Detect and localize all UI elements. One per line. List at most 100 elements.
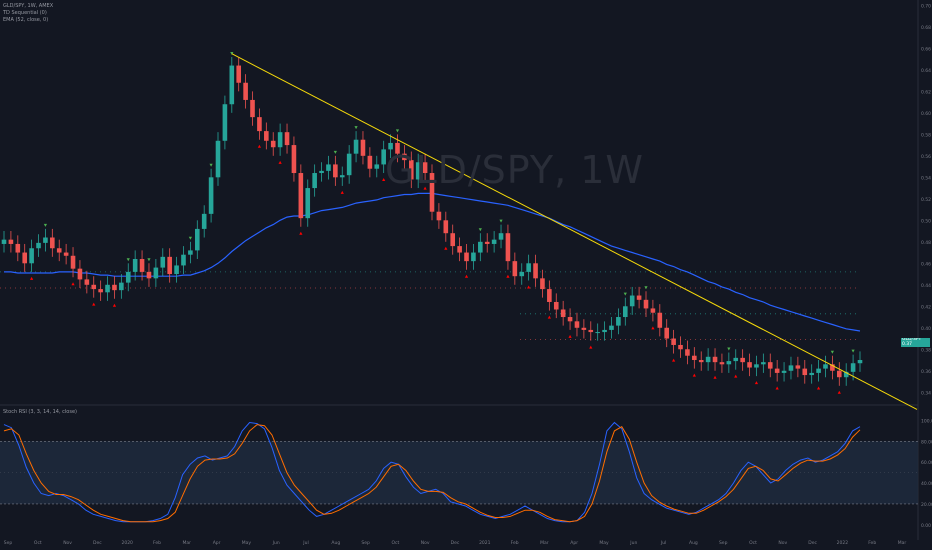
- candle-body: [243, 82, 248, 100]
- candle-body: [478, 241, 483, 253]
- candle-body: [705, 356, 711, 363]
- candle-body: [629, 295, 635, 307]
- time-tick-label: 2022: [837, 540, 849, 546]
- ema-legend[interactable]: EMA (52, close, 0): [3, 17, 49, 23]
- candle-body: [761, 362, 766, 365]
- td-sequential-up-marker: [333, 150, 337, 154]
- candle-body: [505, 233, 511, 262]
- time-tick-label: Nov: [778, 540, 787, 546]
- time-tick-label: Apr: [570, 540, 578, 546]
- candle-body: [181, 254, 186, 266]
- time-tick-label: Mar: [898, 540, 907, 546]
- time-tick-label: Oct: [749, 540, 757, 546]
- candle-body: [319, 170, 324, 174]
- candle-body: [526, 263, 531, 272]
- candle-body: [15, 243, 21, 253]
- time-tick-label: Jul: [302, 540, 308, 546]
- time-tick-label: Mar: [183, 540, 192, 546]
- td-sequential-up-marker: [354, 126, 358, 130]
- td-sequential-down-marker: [816, 386, 821, 390]
- time-tick-label: Dec: [93, 540, 102, 546]
- candle-body: [802, 368, 808, 376]
- candle-body: [664, 327, 670, 339]
- candle-body: [305, 188, 311, 219]
- candle-body: [339, 175, 345, 178]
- td-sequential-down-marker: [444, 246, 448, 250]
- candle-body: [540, 278, 545, 290]
- price-tick-label: 0.46: [921, 261, 931, 267]
- candle-body: [692, 355, 697, 361]
- candle-body: [119, 282, 124, 291]
- candle-body: [1, 239, 7, 244]
- price-tick-label: 0.40: [921, 326, 931, 332]
- candle-body: [788, 365, 794, 371]
- td-sequential-up-marker: [188, 236, 192, 240]
- td-sequential-down-marker: [547, 315, 551, 319]
- td-sequential-down-marker: [30, 276, 34, 280]
- candle-body: [567, 317, 573, 322]
- candle-body: [643, 299, 649, 309]
- candle-body: [726, 361, 732, 365]
- td-sequential-down-marker: [651, 326, 655, 330]
- td-sequential-legend[interactable]: TD Sequential (0): [3, 10, 47, 16]
- price-tick-label: 0.62: [921, 89, 931, 95]
- candle-body: [395, 142, 400, 154]
- candle-body: [333, 164, 338, 178]
- price-tick-label: 0.38: [921, 347, 931, 353]
- candle-body: [326, 164, 331, 171]
- time-tick-label: Oct: [34, 540, 42, 546]
- td-sequential-down-marker: [464, 274, 469, 278]
- time-tick-label: Nov: [63, 540, 72, 546]
- candle-body: [616, 317, 621, 326]
- candle-body: [374, 164, 380, 169]
- candle-body: [588, 329, 594, 333]
- td-sequential-up-marker: [395, 129, 400, 133]
- candle-body: [712, 356, 718, 363]
- td-sequential-down-marker: [713, 375, 717, 379]
- candle-body: [533, 263, 538, 279]
- candle-body: [91, 284, 97, 290]
- candle-body: [560, 309, 566, 318]
- candle-body: [602, 329, 607, 333]
- trendline: [231, 53, 918, 410]
- td-sequential-down-marker: [257, 144, 262, 148]
- time-tick-label: Nov: [421, 540, 430, 546]
- candle-body: [84, 279, 90, 285]
- stoch-tick-label: 40.00: [921, 481, 932, 487]
- td-sequential-down-marker: [71, 282, 75, 286]
- td-sequential-up-marker: [727, 347, 731, 351]
- td-sequential-down-marker: [692, 373, 696, 377]
- stoch-rsi-legend[interactable]: Stoch RSI (3, 3, 14, 14, close): [3, 409, 77, 415]
- td-sequential-down-marker: [112, 303, 117, 307]
- candle-body: [22, 252, 28, 264]
- price-tick-label: 0.60: [921, 111, 931, 117]
- price-tick-label: 0.42: [921, 304, 931, 310]
- td-sequential-up-marker: [126, 258, 130, 262]
- candle-body: [98, 289, 103, 293]
- candle-body: [291, 145, 297, 174]
- candle-body: [823, 364, 828, 369]
- candle-body: [443, 220, 449, 234]
- candle-body: [346, 153, 352, 176]
- td-sequential-down-marker: [340, 190, 344, 194]
- candle-body: [298, 173, 304, 219]
- candle-body: [581, 327, 587, 330]
- td-sequential-up-marker: [230, 51, 234, 55]
- time-tick-label: 2021: [479, 540, 491, 546]
- price-badge-symbol: GLD/SPY: [902, 338, 922, 342]
- candle-body: [429, 173, 435, 212]
- candle-body: [484, 241, 490, 244]
- candle-body: [733, 357, 739, 362]
- candle-body: [215, 140, 221, 178]
- candle-body: [194, 228, 200, 251]
- symbol-info[interactable]: GLD/SPY, 1W, AMEX: [3, 3, 54, 9]
- candle-body: [222, 104, 228, 141]
- candle-body: [367, 155, 373, 169]
- stoch-tick-label: 100.00: [921, 418, 932, 424]
- time-tick-label: Aug: [331, 540, 340, 546]
- td-sequential-down-marker: [382, 178, 386, 182]
- candle-body: [671, 338, 676, 345]
- td-sequential-up-marker: [644, 286, 648, 290]
- price-tick-label: 0.70: [921, 3, 931, 9]
